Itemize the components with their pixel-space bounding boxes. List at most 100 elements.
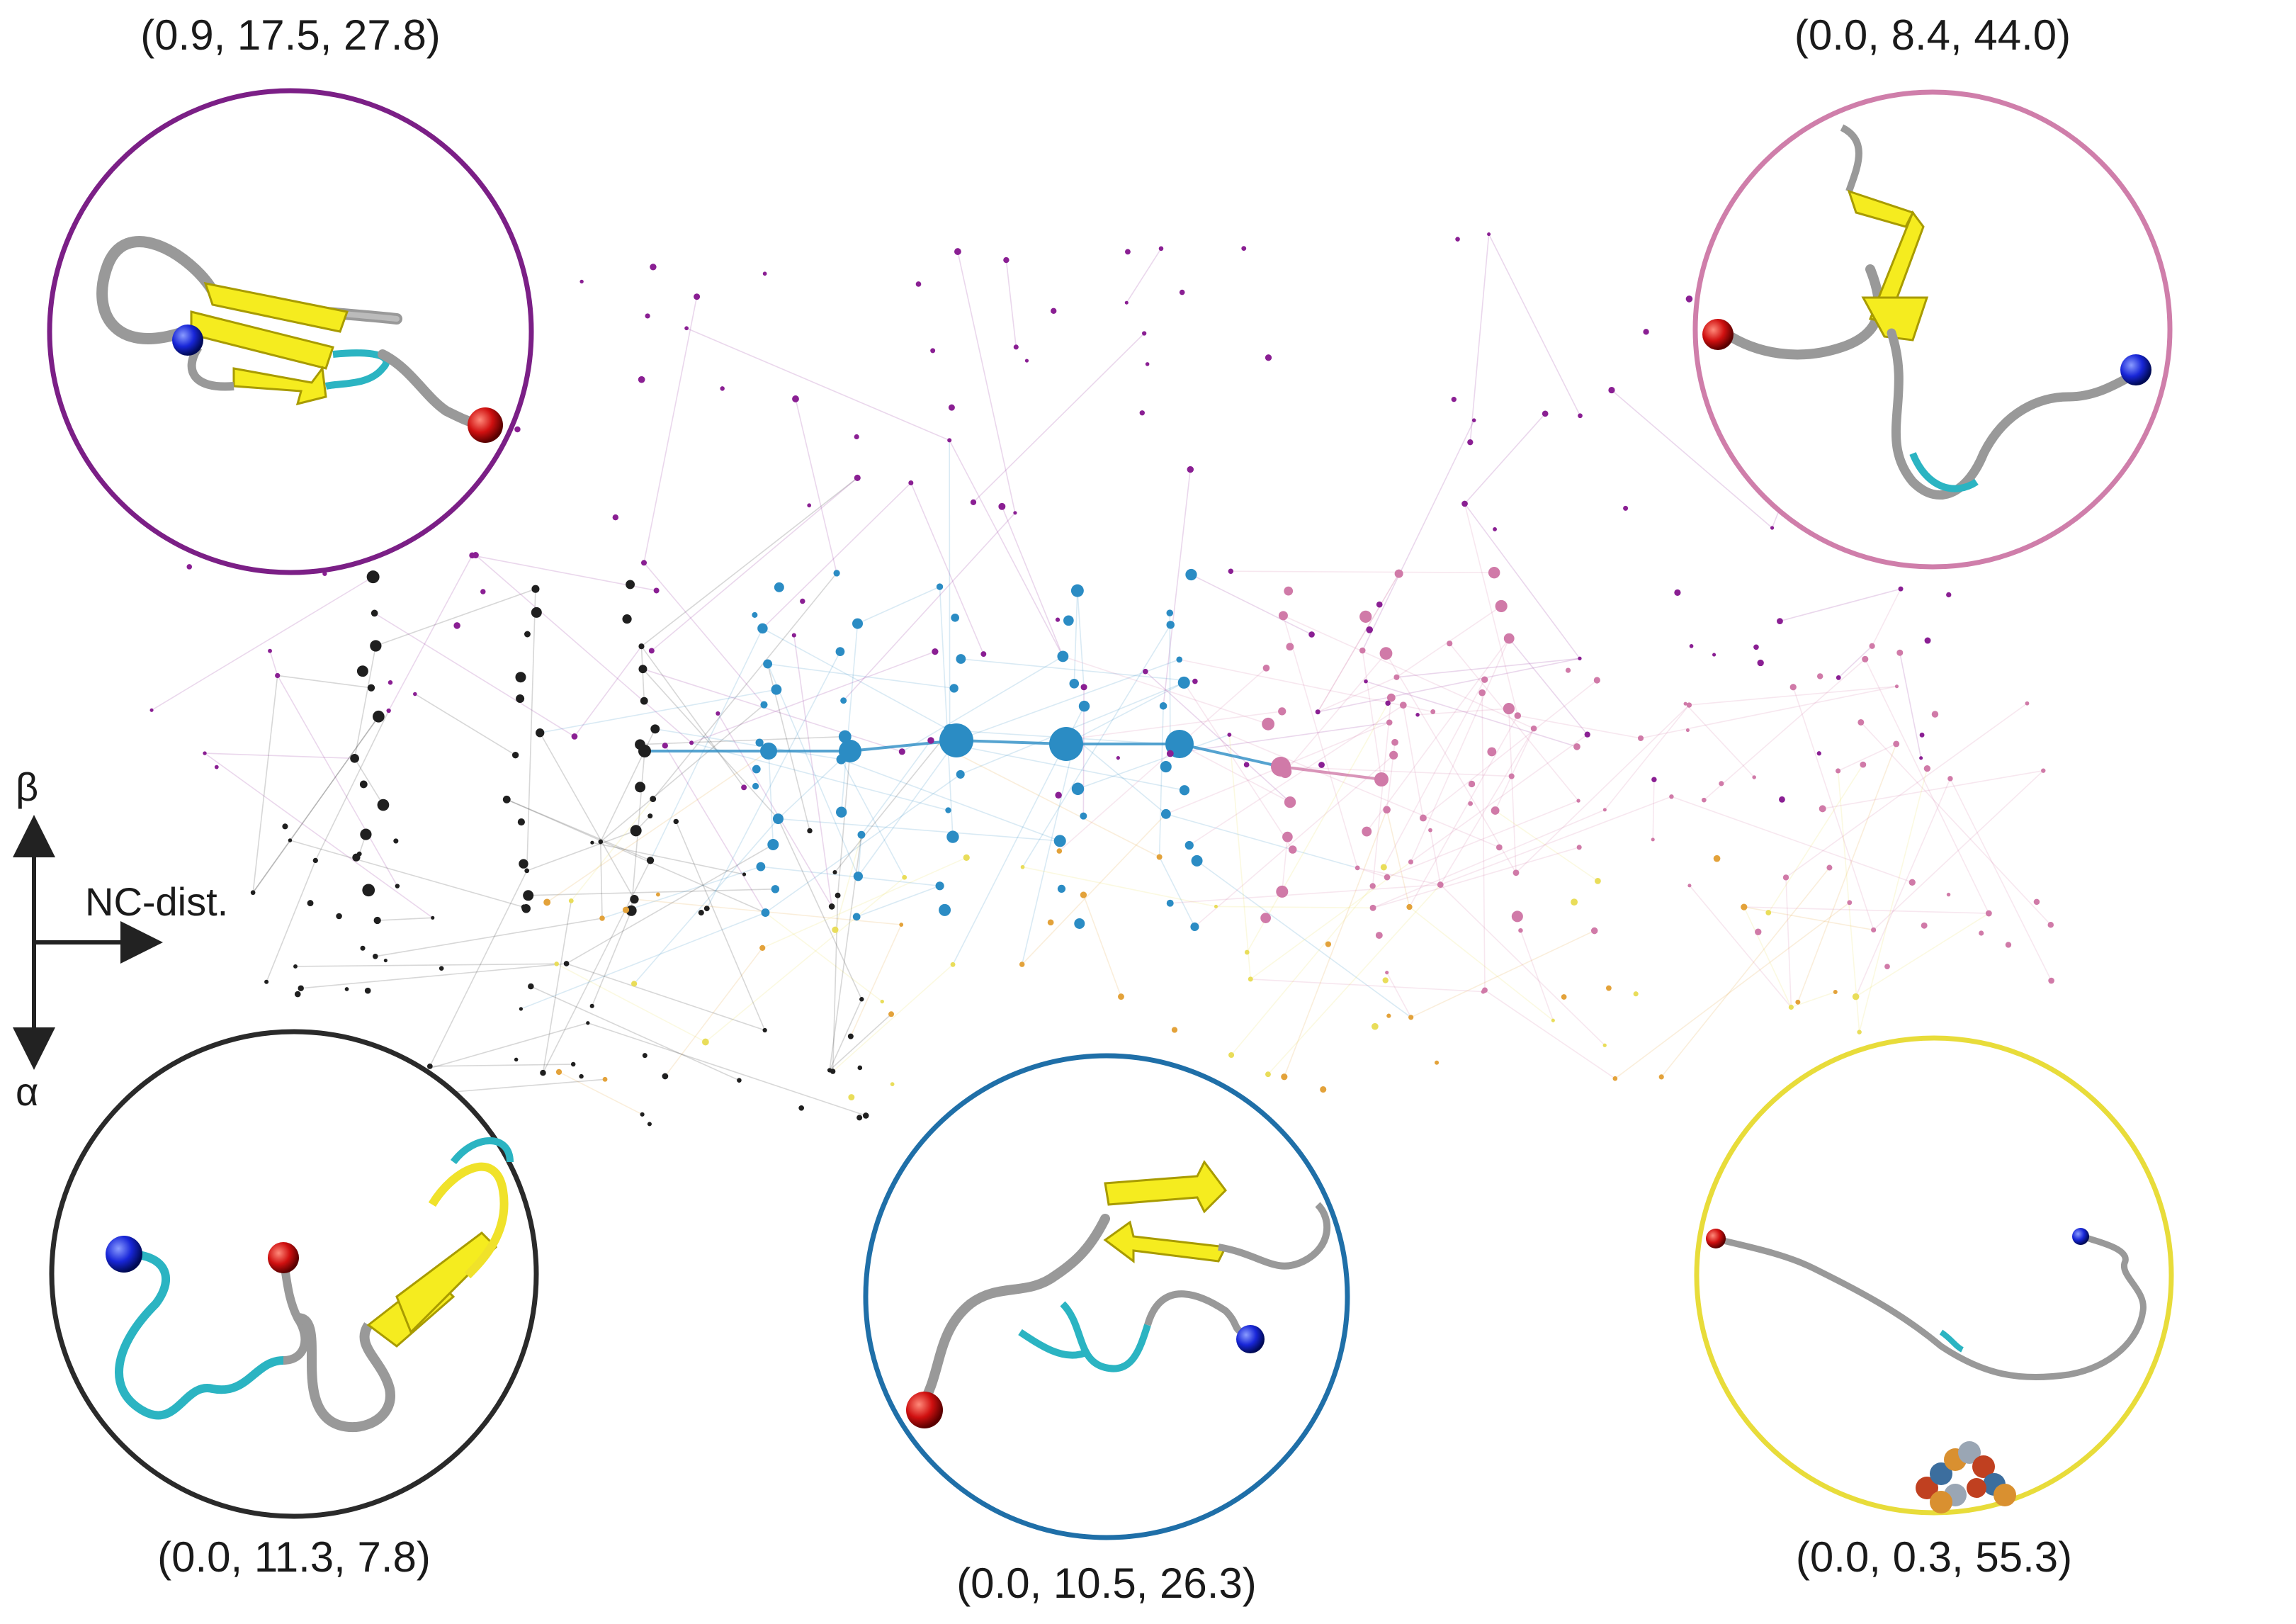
- network-edge: [1191, 574, 1312, 636]
- network-node: [1278, 611, 1288, 621]
- network-node: [514, 426, 521, 433]
- network-node: [1687, 884, 1692, 888]
- network-edge: [1229, 734, 1500, 848]
- network-edge: [1318, 658, 1580, 713]
- network-edge: [949, 440, 1064, 657]
- network-edge: [1386, 809, 1410, 908]
- network-node: [622, 906, 630, 913]
- network-node: [1408, 1015, 1414, 1020]
- network-node: [1166, 899, 1174, 907]
- network-edge: [1372, 697, 1392, 886]
- network-edge: [252, 716, 380, 893]
- network-edge: [1494, 728, 1534, 811]
- network-node: [586, 1021, 590, 1025]
- network-edge: [1520, 930, 1554, 1021]
- network-node: [1637, 735, 1644, 741]
- network-edge: [1158, 857, 1196, 927]
- network-edge: [655, 728, 842, 760]
- network-edge: [857, 586, 940, 624]
- network-edge: [1440, 884, 1605, 1046]
- network-node: [294, 991, 301, 998]
- network-backbone-edge: [956, 739, 1067, 745]
- network-edge: [1515, 704, 1690, 874]
- network-edge: [651, 477, 858, 652]
- network-edge: [546, 750, 769, 903]
- network-edge: [1780, 588, 1901, 622]
- network-edge: [1383, 679, 1486, 868]
- network-node: [828, 903, 835, 910]
- network-node: [1689, 644, 1694, 648]
- network-node: [1819, 805, 1826, 813]
- network-edge: [591, 910, 632, 1007]
- network-edge: [1768, 764, 1864, 913]
- network-edge: [1449, 643, 1579, 801]
- network-node: [716, 711, 720, 716]
- network-node: [1369, 883, 1376, 889]
- network-node: [1391, 738, 1398, 746]
- network-edge: [1194, 755, 1394, 927]
- network-node: [1228, 1051, 1235, 1059]
- network-edge: [1216, 906, 1374, 909]
- network-node: [650, 724, 660, 734]
- network-node: [1931, 711, 1939, 718]
- network-node: [1651, 838, 1655, 842]
- network-node: [431, 915, 435, 920]
- network-node: [760, 701, 768, 709]
- network-edge: [570, 799, 654, 901]
- network-node: [1190, 922, 1199, 931]
- network-edge: [1409, 906, 1554, 1021]
- network-node: [528, 983, 534, 990]
- network-edge: [1685, 703, 1755, 778]
- network-node: [288, 838, 293, 842]
- network-node: [1468, 801, 1473, 806]
- network-edge: [1640, 685, 1897, 739]
- network-node: [1078, 700, 1090, 712]
- network-node: [1561, 994, 1567, 1000]
- network-node: [268, 648, 272, 653]
- network-node: [1836, 675, 1841, 680]
- network-node: [2033, 898, 2040, 906]
- network-node: [514, 1057, 519, 1062]
- network-edge: [1317, 677, 1397, 713]
- network-node: [899, 923, 904, 927]
- network-node: [570, 1061, 576, 1067]
- network-node: [1491, 806, 1500, 815]
- network-node: [589, 1003, 594, 1008]
- network-node: [1394, 569, 1403, 578]
- network-edge: [1075, 738, 1167, 815]
- network-node: [857, 1065, 863, 1071]
- network-edge: [1001, 506, 1064, 657]
- network-edge: [1179, 743, 1291, 803]
- network-node: [524, 631, 531, 638]
- network-edge: [599, 841, 603, 918]
- network-node: [1869, 643, 1875, 649]
- network-edge: [277, 675, 398, 886]
- network-node: [1908, 879, 1916, 886]
- ligand-molecule: [1916, 1441, 2016, 1513]
- network-node: [1461, 500, 1468, 507]
- network-node: [1495, 844, 1503, 851]
- network-edge: [1065, 682, 1184, 745]
- network-node: [1833, 989, 1838, 994]
- network-node: [469, 552, 475, 559]
- network-node: [742, 872, 747, 876]
- network-node: [832, 870, 837, 875]
- network-edge: [1488, 234, 1581, 417]
- network-node: [1386, 693, 1396, 702]
- network-node: [540, 1069, 546, 1076]
- network-node: [599, 915, 605, 921]
- network-node: [1576, 845, 1582, 850]
- network-node: [515, 672, 526, 683]
- network-edge: [1183, 682, 1294, 850]
- network-edge: [1396, 658, 1580, 678]
- network-edge: [277, 675, 372, 689]
- network-edge: [795, 398, 837, 574]
- network-node: [1571, 898, 1578, 906]
- network-edge: [1145, 671, 1291, 803]
- network-node: [1260, 913, 1271, 923]
- network-edge: [1858, 768, 1928, 1032]
- network-edge: [832, 895, 839, 1072]
- network-node: [1320, 1086, 1327, 1093]
- network-node: [1518, 927, 1523, 933]
- network-node: [689, 740, 694, 745]
